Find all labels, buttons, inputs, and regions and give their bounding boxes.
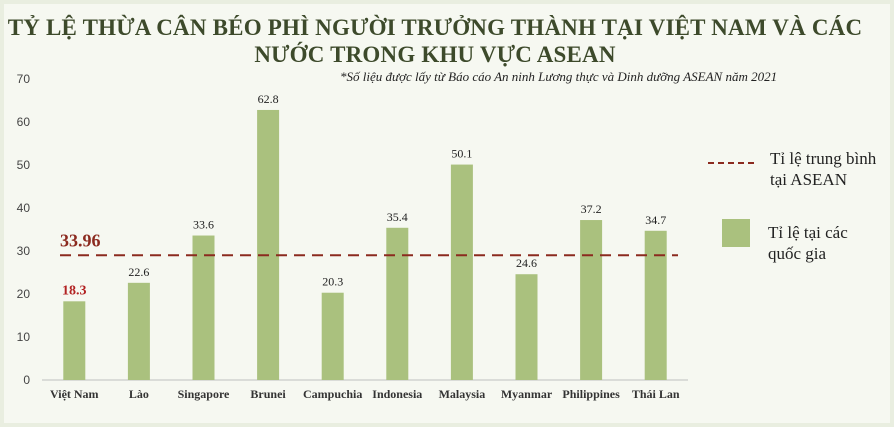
bar (580, 220, 603, 380)
x-tick-label: Thái Lan (632, 387, 680, 401)
bar-value-label: 37.2 (581, 202, 602, 216)
x-tick-label: Brunei (250, 387, 286, 401)
bar-value-label: 62.8 (258, 92, 279, 106)
bar (450, 164, 473, 380)
legend-bar-label-2: quốc gia (768, 244, 827, 263)
bar (192, 235, 215, 380)
bar (257, 109, 280, 381)
bar-value-label: 33.6 (193, 218, 214, 232)
bar (321, 292, 344, 380)
y-tick-label: 40 (17, 201, 31, 215)
y-tick-label: 10 (17, 330, 31, 344)
y-tick-label: 50 (17, 158, 31, 172)
y-tick-label: 30 (17, 244, 31, 258)
y-tick-label: 60 (17, 115, 31, 129)
bar-value-label: 18.3 (62, 283, 87, 298)
x-tick-label: Việt Nam (50, 387, 99, 401)
legend-bar-swatch (722, 219, 750, 247)
bar-value-label: 34.7 (645, 213, 666, 227)
y-tick-label: 70 (17, 72, 31, 86)
bar-value-label: 20.3 (322, 275, 343, 289)
bar (515, 274, 538, 380)
y-tick-label: 0 (23, 373, 30, 387)
bar (63, 301, 86, 380)
legend-average-label-2: tại ASEAN (770, 170, 847, 189)
x-tick-label: Indonesia (372, 387, 422, 401)
bar-value-label: 35.4 (387, 210, 408, 224)
average-reference-label: 33.96 (60, 230, 101, 250)
chart-panel (4, 4, 890, 423)
chart-title: TỶ LỆ THỪA CÂN BÉO PHÌ NGƯỜI TRƯỞNG THÀN… (7, 15, 863, 67)
legend-average-label-1: Tỉ lệ trung bình (770, 149, 877, 168)
x-tick-label: Campuchia (303, 387, 362, 401)
bar-value-label: 22.6 (128, 265, 149, 279)
legend-bar-label-1: Tỉ lệ tại các (768, 223, 848, 242)
bar (127, 282, 150, 380)
x-tick-label: Myanmar (501, 387, 553, 401)
bar-value-label: 50.1 (451, 147, 472, 161)
bar-value-label: 24.6 (516, 256, 537, 270)
chart-subtitle: *Số liệu được lấy từ Báo cáo An ninh Lươ… (340, 69, 778, 84)
x-tick-label: Singapore (178, 387, 230, 401)
bar (644, 230, 667, 380)
bar (386, 227, 409, 380)
x-tick-label: Philippines (562, 387, 620, 401)
legend-average-line-swatch (708, 162, 754, 164)
x-tick-label: Malaysia (439, 387, 486, 401)
x-tick-label: Lào (129, 387, 149, 401)
y-tick-label: 20 (17, 287, 31, 301)
